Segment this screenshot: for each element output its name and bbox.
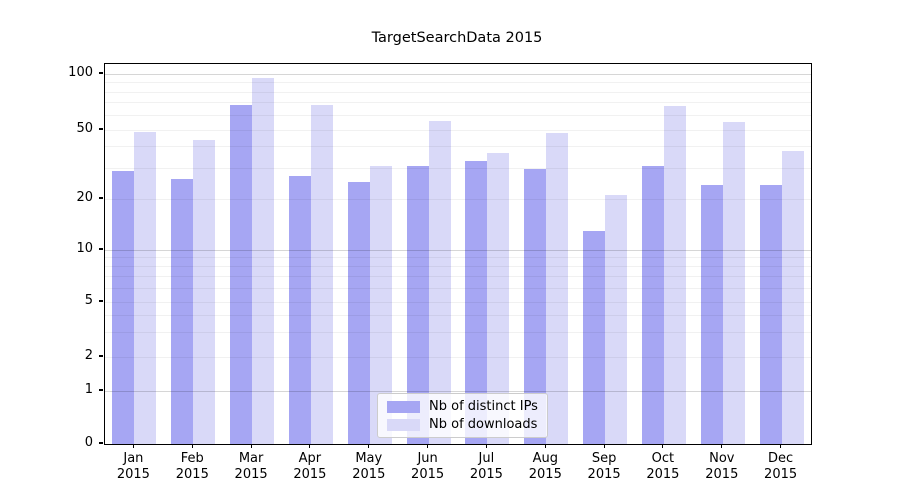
y-tick-mark-0 xyxy=(99,442,103,444)
bar-ips-jun xyxy=(406,166,429,444)
y-tick-mark-50 xyxy=(99,128,103,130)
bar-downloads-nov xyxy=(722,122,745,444)
y-tick-label-5: 5 xyxy=(84,293,93,308)
x-tick-label-feb: Feb 2015 xyxy=(175,451,209,482)
y-tick-label-100: 100 xyxy=(68,65,93,80)
legend-item-downloads: Nb of downloads xyxy=(387,417,538,432)
bar-ips-jan xyxy=(112,171,135,444)
bar-downloads-aug xyxy=(546,133,569,444)
bar-ips-oct xyxy=(641,166,664,444)
y-tick-label-1: 1 xyxy=(84,382,93,397)
x-tick-mark-jan xyxy=(132,444,134,448)
x-tick-label-sep: Sep 2015 xyxy=(587,451,621,482)
bars-layer xyxy=(105,64,811,444)
y-tick-mark-20 xyxy=(99,197,103,199)
bar-ips-dec xyxy=(759,185,782,444)
x-tick-label-dec: Dec 2015 xyxy=(764,451,798,482)
bar-ips-nov xyxy=(700,185,723,444)
y-tick-mark-100 xyxy=(99,72,103,74)
x-tick-label-oct: Oct 2015 xyxy=(646,451,680,482)
bar-downloads-jul xyxy=(487,152,510,444)
bar-downloads-may xyxy=(369,166,392,444)
x-tick-label-mar: Mar 2015 xyxy=(234,451,268,482)
legend: Nb of distinct IPs Nb of downloads xyxy=(377,393,548,438)
x-tick-label-aug: Aug 2015 xyxy=(528,451,562,482)
legend-item-ips: Nb of distinct IPs xyxy=(387,399,538,414)
legend-label-ips: Nb of distinct IPs xyxy=(429,399,538,414)
x-tick-label-apr: Apr 2015 xyxy=(293,451,327,482)
bar-ips-apr xyxy=(288,176,311,444)
x-tick-label-nov: Nov 2015 xyxy=(705,451,739,482)
bar-downloads-jun xyxy=(428,120,451,444)
x-tick-mark-aug xyxy=(544,444,546,448)
x-tick-mark-apr xyxy=(309,444,311,448)
bar-ips-sep xyxy=(583,230,606,444)
x-tick-label-jan: Jan 2015 xyxy=(116,451,150,482)
bar-downloads-sep xyxy=(605,195,628,444)
y-tick-mark-5 xyxy=(99,300,103,302)
x-tick-mark-feb xyxy=(191,444,193,448)
x-tick-mark-may xyxy=(368,444,370,448)
x-tick-mark-mar xyxy=(250,444,252,448)
bar-downloads-mar xyxy=(252,78,275,444)
bar-downloads-dec xyxy=(781,150,804,444)
y-tick-label-0: 0 xyxy=(84,435,93,450)
legend-swatch-ips-icon xyxy=(387,400,420,413)
x-tick-label-jul: Jul 2015 xyxy=(469,451,503,482)
y-tick-label-2: 2 xyxy=(84,348,93,363)
y-tick-mark-1 xyxy=(99,389,103,391)
x-tick-mark-sep xyxy=(603,444,605,448)
legend-swatch-downloads-icon xyxy=(387,418,420,431)
bar-downloads-feb xyxy=(193,139,216,444)
x-tick-mark-nov xyxy=(721,444,723,448)
y-tick-label-10: 10 xyxy=(76,241,93,256)
bar-ips-jul xyxy=(465,161,488,444)
x-tick-label-may: May 2015 xyxy=(352,451,386,482)
bar-ips-mar xyxy=(230,105,253,444)
legend-label-downloads: Nb of downloads xyxy=(429,417,538,432)
bar-downloads-jan xyxy=(134,131,157,444)
x-tick-mark-jun xyxy=(427,444,429,448)
x-tick-label-jun: Jun 2015 xyxy=(411,451,445,482)
x-tick-mark-dec xyxy=(780,444,782,448)
bar-downloads-oct xyxy=(663,106,686,444)
bar-ips-may xyxy=(347,182,370,444)
plot-area: Nb of distinct IPs Nb of downloads xyxy=(104,63,812,445)
y-tick-label-20: 20 xyxy=(76,190,93,205)
x-tick-mark-oct xyxy=(662,444,664,448)
y-tick-label-50: 50 xyxy=(76,121,93,136)
bar-ips-aug xyxy=(524,168,547,444)
x-tick-mark-jul xyxy=(485,444,487,448)
bar-ips-feb xyxy=(171,179,194,444)
chart-title: TargetSearchData 2015 xyxy=(371,30,543,46)
y-tick-mark-10 xyxy=(99,248,103,250)
bar-downloads-apr xyxy=(310,105,333,444)
y-tick-mark-2 xyxy=(99,355,103,357)
